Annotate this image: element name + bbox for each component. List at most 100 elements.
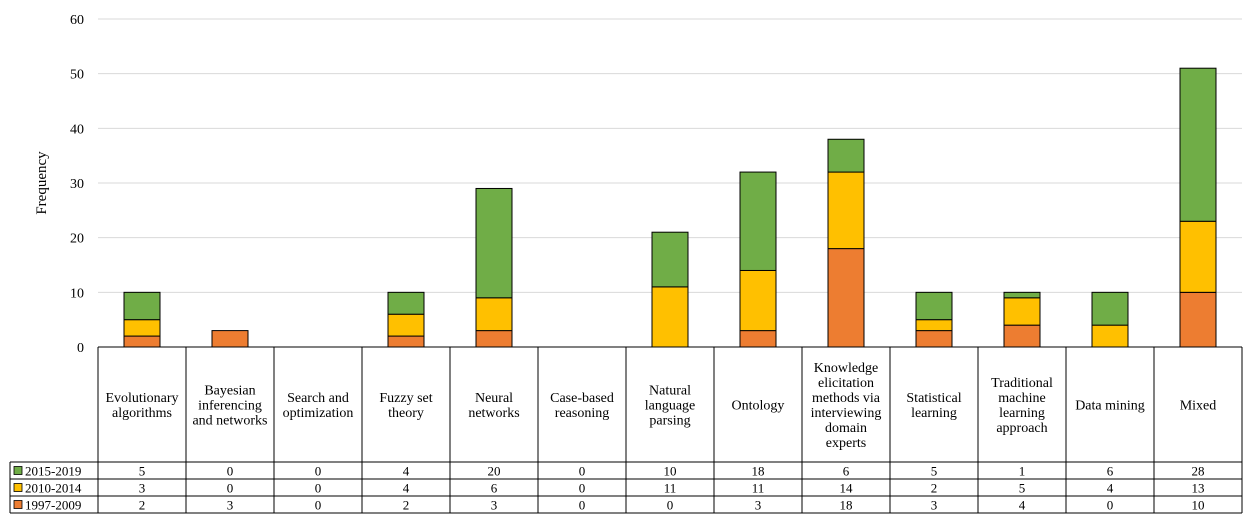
bar-segment <box>1091 324 1129 348</box>
table-value: 5 <box>1019 481 1026 496</box>
bars <box>123 67 1217 348</box>
table-value: 5 <box>139 464 146 479</box>
legend-key <box>13 500 23 509</box>
table-value: 3 <box>931 498 938 513</box>
legend-label: 2015-2019 <box>25 464 81 479</box>
category-label: Traditional machine learning approach <box>991 376 1053 436</box>
bar-segment <box>387 335 425 348</box>
bar-segment <box>475 330 513 348</box>
bar-segment <box>475 187 513 299</box>
y-tick-label: 0 <box>77 341 84 356</box>
bar-segment <box>739 330 777 348</box>
y-tick-label: 60 <box>70 13 84 28</box>
gridlines <box>98 18 1242 293</box>
category-label-line: elicitation <box>818 376 874 391</box>
bar-segment <box>1091 291 1129 326</box>
table-value: 6 <box>1107 464 1114 479</box>
bar-segment <box>827 248 865 348</box>
table-value: 0 <box>315 481 322 496</box>
bar-segment <box>123 335 161 348</box>
bar-segment <box>1003 297 1041 326</box>
category-label: Ontology <box>732 399 785 414</box>
category-label-line: theory <box>388 406 424 421</box>
table-value: 4 <box>1019 498 1026 513</box>
category-label-line: Case-based <box>550 391 614 406</box>
table-value: 0 <box>1107 498 1114 513</box>
table-value: 2 <box>931 481 938 496</box>
category-label-line: optimization <box>283 406 354 421</box>
bar-segment <box>1179 67 1217 222</box>
category-label-line: Bayesian <box>204 384 255 399</box>
category-label-line: Mixed <box>1180 399 1217 414</box>
table-value: 2 <box>403 498 410 513</box>
category-label-line: learning <box>911 406 957 421</box>
category-label: Mixed <box>1180 399 1217 414</box>
legend-key <box>13 483 23 492</box>
table-value: 10 <box>1192 498 1205 513</box>
table-value: 18 <box>752 464 765 479</box>
legend-key <box>13 466 23 475</box>
category-label-line: experts <box>826 436 866 451</box>
bar-segment <box>211 330 249 348</box>
category-label: Neural networks <box>468 391 519 421</box>
table-value: 1 <box>1019 464 1026 479</box>
table-value: 0 <box>315 498 322 513</box>
data-table: Evolutionary algorithms Bayesian inferencin… <box>9 346 1243 514</box>
category-label: Natural language parsing <box>645 384 696 429</box>
category-label-line: Statistical <box>906 391 961 406</box>
table-value: 3 <box>139 481 146 496</box>
bar-segment <box>1179 291 1217 348</box>
table-value: 10 <box>664 464 677 479</box>
bar-segment <box>915 330 953 348</box>
bar-segment <box>387 291 425 315</box>
category-label: Case-based reasoning <box>550 391 614 421</box>
table-value: 18 <box>840 498 853 513</box>
y-tick-label: 40 <box>70 122 84 137</box>
table-value: 28 <box>1192 464 1205 479</box>
table-value: 4 <box>403 464 410 479</box>
table-value: 0 <box>315 464 322 479</box>
category-label-line: Search and <box>287 391 349 406</box>
table-value: 3 <box>491 498 498 513</box>
table-value: 4 <box>403 481 410 496</box>
category-label-line: and networks <box>192 414 267 429</box>
category-label-line: domain <box>825 421 867 436</box>
bar-segment <box>1179 220 1217 293</box>
bar-segment <box>827 138 865 173</box>
table-value: 2 <box>139 498 146 513</box>
category-label-line: interviewing <box>811 406 882 421</box>
bar-segment <box>915 291 953 321</box>
y-axis-label: Frequency <box>34 151 50 215</box>
y-tick-label: 50 <box>70 68 84 83</box>
table-value: 11 <box>664 481 677 496</box>
category-label-line: language <box>645 399 696 414</box>
category-label-line: reasoning <box>555 406 609 421</box>
table-value: 0 <box>579 498 586 513</box>
table-value: 0 <box>579 464 586 479</box>
y-axis-ticks: 0 10 20 30 40 50 60 <box>70 13 84 356</box>
bar-segment <box>123 291 161 321</box>
category-label-line: approach <box>996 421 1047 436</box>
bar-segment <box>387 313 425 337</box>
category-label: Search and optimization <box>283 391 354 421</box>
table-value: 14 <box>840 481 854 496</box>
category-label-line: Ontology <box>732 399 785 414</box>
category-label: Evolutionary algorithms <box>105 391 178 421</box>
table-value: 0 <box>579 481 586 496</box>
category-label-line: Natural <box>649 384 691 399</box>
table-value: 5 <box>931 464 938 479</box>
category-label-line: Neural <box>475 391 513 406</box>
category-label: Statistical learning <box>906 391 961 421</box>
category-label-line: Knowledge <box>814 361 879 376</box>
category-label-line: networks <box>468 406 519 421</box>
category-label-line: methods via <box>812 391 881 406</box>
table-value: 0 <box>227 481 234 496</box>
category-label: Data mining <box>1075 399 1145 414</box>
category-label-line: inferencing <box>198 399 262 414</box>
y-tick-label: 10 <box>70 286 84 301</box>
category-label-line: Fuzzy set <box>379 391 432 406</box>
table-value: 0 <box>227 464 234 479</box>
bar-segment <box>651 231 689 288</box>
legend-label: 1997-2009 <box>25 498 81 513</box>
